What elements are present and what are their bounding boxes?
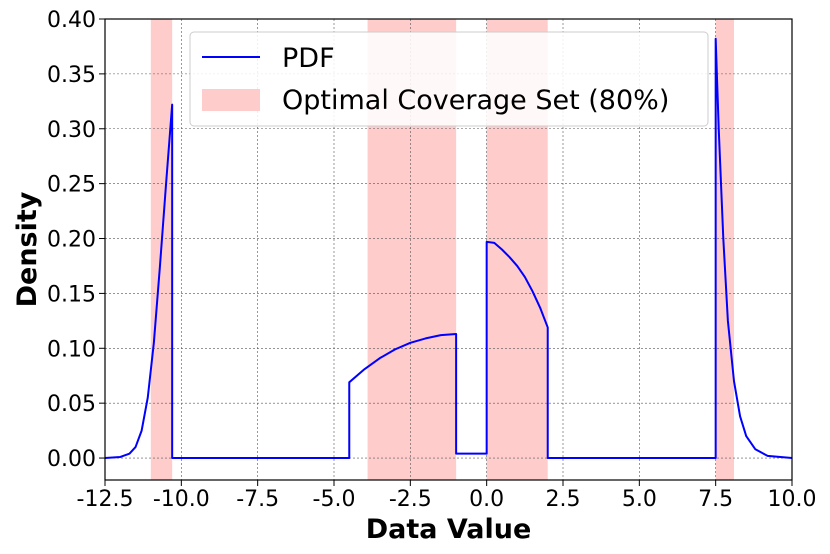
- pdf-curve-group: [104, 37, 793, 460]
- legend-pdf-label: PDF: [282, 43, 335, 74]
- plot-frame: [104, 18, 793, 481]
- legend: PDF Optimal Coverage Set (80%): [189, 31, 709, 127]
- pdf-line: [104, 37, 793, 460]
- y-tick-label-5: 0.20: [47, 228, 96, 253]
- y-tick-label-3: 0.10: [47, 337, 96, 362]
- legend-coverage-swatch: [202, 89, 260, 111]
- x-tick-label-6: 0.0: [469, 487, 504, 512]
- x-tick-label-7: 2.5: [546, 487, 581, 512]
- y-axis-ticks: 0.00 0.05 0.10 0.15 0.20 0.25 0.30 0.35 0.40: [47, 8, 105, 472]
- y-tick-label-8: 0.35: [47, 63, 96, 88]
- legend-coverage-label: Optimal Coverage Set (80%): [282, 85, 669, 116]
- x-tick-label-3: -7.5: [236, 487, 279, 512]
- legend-box: [189, 31, 709, 127]
- y-tick-label-2: 0.05: [47, 392, 96, 417]
- x-tick-label-4: -5.0: [313, 487, 356, 512]
- y-tick-label-1: 0.00: [47, 447, 96, 472]
- y-axis-title: Density: [12, 191, 43, 307]
- x-tick-label-2: -10.0: [153, 487, 210, 512]
- x-tick-label-5: -2.5: [389, 487, 432, 512]
- x-tick-label-1: -12.5: [77, 487, 134, 512]
- x-axis-title: Data Value: [366, 514, 532, 545]
- y-tick-label-9: 0.40: [47, 8, 96, 33]
- x-tick-label-9: 7.5: [698, 487, 733, 512]
- y-tick-label-4: 0.15: [47, 282, 96, 307]
- x-axis-ticks: -12.5 -10.0 -7.5 -5.0 -2.5 0.0 2.5 5.0 7.5 10.0: [77, 480, 817, 512]
- x-tick-label-10: 10.0: [768, 487, 817, 512]
- x-tick-label-8: 5.0: [622, 487, 657, 512]
- y-tick-label-6: 0.25: [47, 173, 96, 198]
- y-tick-label-7: 0.30: [47, 118, 96, 143]
